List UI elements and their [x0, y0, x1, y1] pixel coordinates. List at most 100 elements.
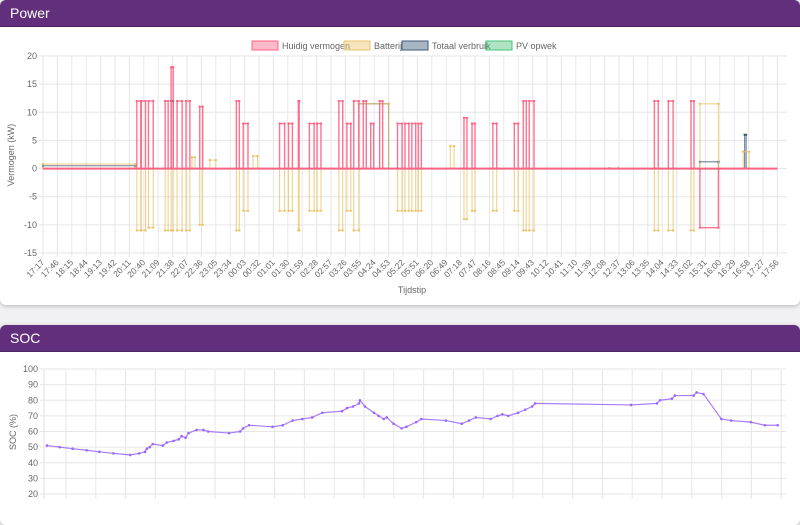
power-card: Power 17:17 17:46 18:15 18:44 19:13 19:42 20:1…	[0, 0, 800, 305]
data-point	[187, 431, 190, 435]
legend-label: Huidig vermogen	[282, 41, 350, 51]
data-point	[363, 405, 367, 408]
data-point	[337, 229, 341, 232]
data-point	[692, 229, 696, 232]
data-point	[206, 430, 210, 433]
data-point	[516, 411, 520, 415]
data-point	[489, 417, 493, 421]
data-point	[135, 99, 139, 103]
data-point	[112, 452, 115, 455]
data-point	[227, 431, 231, 435]
data-point	[744, 133, 748, 136]
data-point	[315, 122, 319, 125]
data-point	[169, 66, 173, 69]
data-point	[161, 444, 165, 447]
data-point	[152, 226, 155, 229]
data-point	[291, 122, 294, 125]
data-point	[175, 229, 179, 232]
data-point	[143, 450, 147, 454]
data-point	[298, 99, 301, 103]
data-point	[470, 209, 474, 212]
data-point	[241, 427, 245, 430]
data-point	[763, 423, 767, 427]
data-point	[522, 229, 525, 232]
data-point	[695, 391, 698, 394]
data-point	[692, 394, 695, 397]
data-point	[357, 229, 361, 232]
data-point	[345, 406, 349, 410]
data-point	[340, 409, 344, 413]
data-point	[530, 405, 534, 408]
data-point	[163, 229, 167, 232]
data-point	[689, 99, 693, 103]
data-point	[462, 116, 466, 120]
data-point	[135, 229, 139, 232]
power-card-title: Power	[0, 0, 800, 27]
data-point	[41, 162, 45, 166]
data-point	[184, 99, 188, 103]
data-point	[238, 430, 242, 433]
y-tick-label: 70	[28, 411, 38, 421]
data-point	[444, 419, 448, 422]
data-point	[308, 209, 311, 212]
data-point	[278, 209, 281, 212]
legend-item-totaal-verbruik: Totaal verbruik	[401, 40, 491, 51]
data-point	[720, 417, 723, 421]
soc-chart: 100 90 80 70 60 50 40 30 20 SOC (%)	[8, 364, 786, 499]
data-point	[128, 453, 132, 457]
data-point	[193, 156, 197, 159]
data-point	[352, 229, 355, 232]
y-tick-label: -15	[24, 248, 37, 258]
data-point	[283, 122, 286, 125]
data-point	[501, 413, 504, 416]
data-point	[396, 122, 399, 125]
data-point	[175, 99, 179, 103]
data-point	[629, 403, 633, 407]
data-point	[137, 452, 141, 455]
data-point	[151, 442, 155, 446]
data-point	[321, 411, 324, 415]
data-point	[407, 209, 411, 212]
data-point	[180, 229, 184, 232]
y-tick-label: 90	[28, 380, 38, 390]
data-point	[337, 99, 341, 103]
data-point	[166, 229, 170, 232]
data-point	[372, 122, 375, 125]
y-tick-label: 20	[27, 51, 37, 61]
data-point	[473, 209, 477, 212]
data-point	[698, 102, 702, 106]
data-point	[357, 99, 361, 103]
data-point	[653, 99, 656, 103]
data-point	[776, 423, 779, 427]
data-point	[144, 229, 147, 232]
data-point	[417, 122, 420, 125]
y-tick-label: 60	[28, 427, 38, 437]
data-point	[190, 156, 194, 159]
data-point	[180, 434, 183, 438]
data-point	[396, 209, 399, 212]
data-point	[242, 122, 245, 125]
data-point	[140, 229, 143, 232]
data-point	[166, 99, 170, 103]
data-point	[365, 99, 368, 103]
data-point	[319, 122, 323, 125]
data-point	[417, 209, 420, 212]
soc-card-title: SOC	[0, 325, 800, 352]
data-point	[657, 229, 660, 232]
data-point	[351, 405, 355, 408]
legend-swatch	[485, 40, 513, 51]
data-point	[180, 99, 184, 103]
data-point	[655, 402, 659, 405]
data-point	[382, 417, 386, 421]
series-line-huidig-vermogen	[43, 66, 778, 229]
data-point	[495, 209, 498, 212]
data-point	[85, 448, 88, 452]
data-point	[403, 209, 407, 212]
data-point	[198, 223, 201, 227]
data-point	[287, 122, 290, 125]
data-point	[184, 436, 187, 440]
data-point	[281, 423, 284, 427]
data-point	[671, 229, 675, 232]
data-point	[242, 209, 245, 212]
data-point	[349, 122, 352, 125]
